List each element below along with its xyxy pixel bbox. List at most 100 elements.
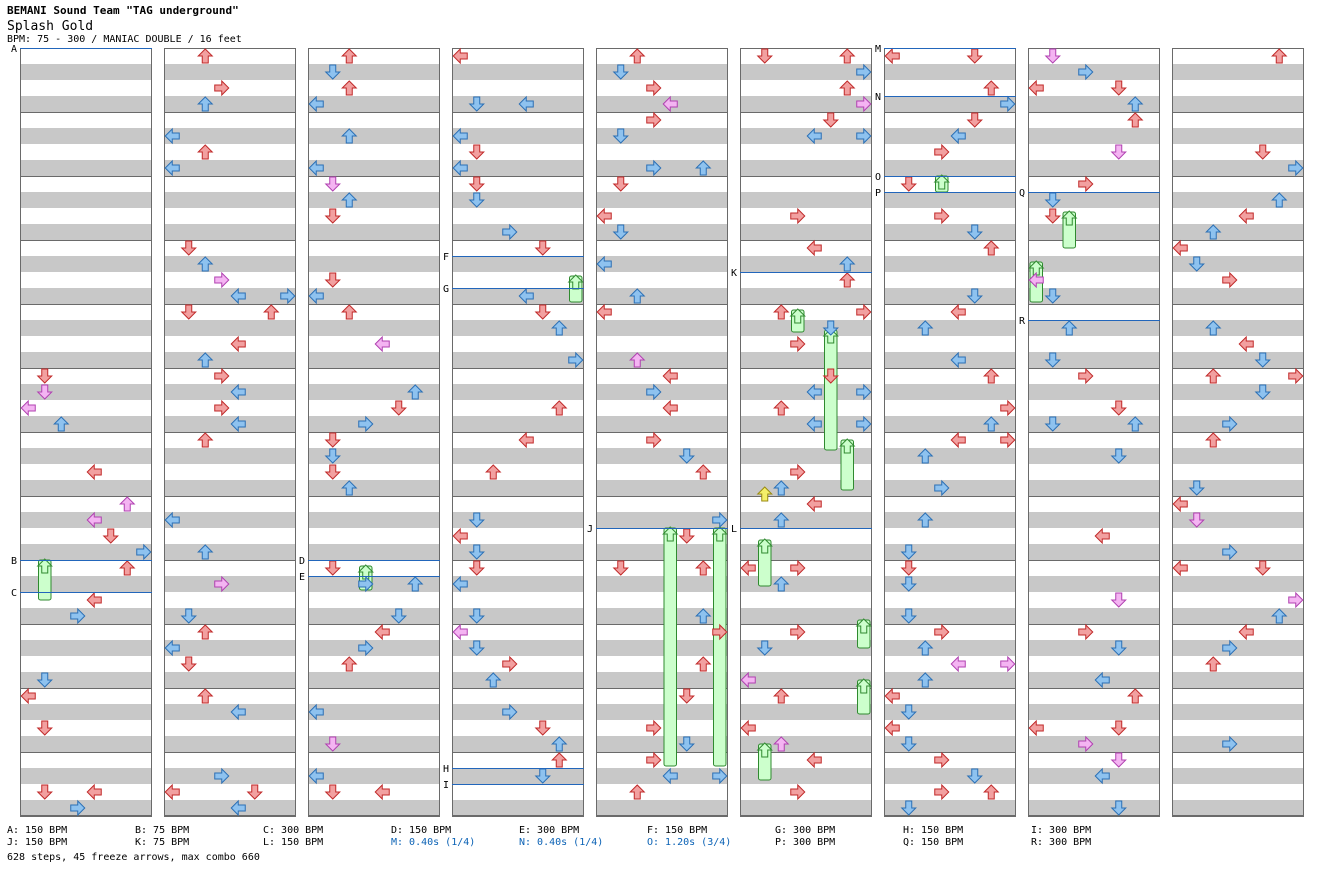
beat-stripe — [308, 64, 440, 80]
chart-column — [164, 48, 296, 817]
beat-stripe — [1172, 480, 1304, 496]
beat-stripe — [452, 320, 584, 336]
beat-stripe — [1028, 128, 1160, 144]
beat-stripe — [308, 736, 440, 752]
beat-stripe — [452, 128, 584, 144]
beat-stripe — [884, 480, 1016, 496]
beat-stripe — [884, 224, 1016, 240]
beat-stripe — [308, 416, 440, 432]
beat-stripe — [452, 608, 584, 624]
chart-info: BPM: 75 - 300 / MANIAC DOUBLE / 16 feet — [7, 34, 242, 45]
beat-stripe — [1028, 96, 1160, 112]
beat-stripe — [452, 96, 584, 112]
beat-stripe — [20, 128, 152, 144]
beat-stripe — [1172, 128, 1304, 144]
beat-stripe — [164, 384, 296, 400]
beat-stripe — [164, 512, 296, 528]
section-marker-label: G — [443, 284, 449, 295]
beat-stripe — [1172, 384, 1304, 400]
section-marker-label: Q — [1019, 188, 1025, 199]
beat-stripe — [20, 256, 152, 272]
beat-stripe — [596, 64, 728, 80]
beat-stripe — [20, 512, 152, 528]
beat-stripe — [308, 256, 440, 272]
beat-stripe — [1028, 640, 1160, 656]
legend-entry-stop: M: 0.40s (1/4) — [391, 837, 476, 848]
section-marker-label: M — [875, 44, 881, 55]
beat-stripe — [20, 448, 152, 464]
beat-stripe — [308, 160, 440, 176]
beat-stripe — [1028, 416, 1160, 432]
beat-stripe — [1172, 512, 1304, 528]
beat-stripe — [20, 608, 152, 624]
beat-stripe — [1028, 768, 1160, 784]
beat-stripe — [884, 672, 1016, 688]
beat-stripe — [1028, 320, 1160, 336]
beat-stripe — [884, 736, 1016, 752]
section-marker-label: R — [1019, 316, 1026, 327]
beat-stripe — [452, 736, 584, 752]
beat-stripe — [884, 448, 1016, 464]
beat-stripe — [1028, 544, 1160, 560]
beat-stripe — [164, 768, 296, 784]
beat-stripe — [1172, 288, 1304, 304]
beat-stripe — [308, 480, 440, 496]
beat-stripe — [308, 640, 440, 656]
beat-stripe — [20, 64, 152, 80]
beat-stripe — [164, 352, 296, 368]
beat-stripe — [740, 672, 872, 688]
beat-stripe — [1028, 192, 1160, 208]
beat-stripe — [308, 768, 440, 784]
beat-stripe — [740, 192, 872, 208]
beat-stripe — [20, 800, 152, 816]
beat-stripe — [1172, 704, 1304, 720]
beat-stripe — [308, 192, 440, 208]
section-marker-label: O — [875, 172, 881, 183]
beat-stripe — [884, 768, 1016, 784]
beat-stripe — [1172, 768, 1304, 784]
legend-entry: F: 150 BPM — [647, 825, 708, 836]
beat-stripe — [452, 800, 584, 816]
beat-stripe — [164, 736, 296, 752]
beat-stripe — [596, 672, 728, 688]
beat-stripe — [596, 128, 728, 144]
beat-stripe — [452, 64, 584, 80]
chart-column — [20, 48, 152, 817]
beat-stripe — [740, 576, 872, 592]
beat-stripe — [164, 320, 296, 336]
beat-stripe — [164, 448, 296, 464]
legend-entry: B: 75 BPM — [135, 825, 190, 836]
beat-stripe — [740, 384, 872, 400]
beat-stripe — [452, 544, 584, 560]
section-marker-label: F — [443, 252, 449, 263]
beat-stripe — [1172, 64, 1304, 80]
beat-stripe — [308, 672, 440, 688]
beat-stripe — [1028, 672, 1160, 688]
beat-stripe — [452, 384, 584, 400]
beat-stripe — [596, 640, 728, 656]
beat-stripe — [20, 416, 152, 432]
beat-stripe — [740, 256, 872, 272]
beat-stripe — [452, 288, 584, 304]
beat-stripe — [164, 608, 296, 624]
section-marker-label: N — [875, 92, 881, 103]
beat-stripe — [596, 736, 728, 752]
section-marker-label: B — [11, 556, 17, 567]
beat-stripe — [884, 64, 1016, 80]
column-border — [452, 48, 584, 816]
legend-entry: G: 300 BPM — [775, 825, 836, 836]
beat-stripe — [164, 800, 296, 816]
beat-stripe — [884, 320, 1016, 336]
beat-stripe — [20, 544, 152, 560]
beat-stripe — [740, 736, 872, 752]
beat-stripe — [740, 416, 872, 432]
beat-stripe — [884, 608, 1016, 624]
beat-stripe — [308, 96, 440, 112]
legend-entry: Q: 150 BPM — [903, 837, 964, 848]
beat-stripe — [1028, 64, 1160, 80]
beat-stripe — [596, 288, 728, 304]
beat-stripe — [596, 352, 728, 368]
beat-stripe — [1172, 96, 1304, 112]
section-marker-label: J — [587, 524, 593, 535]
beat-stripe — [164, 192, 296, 208]
